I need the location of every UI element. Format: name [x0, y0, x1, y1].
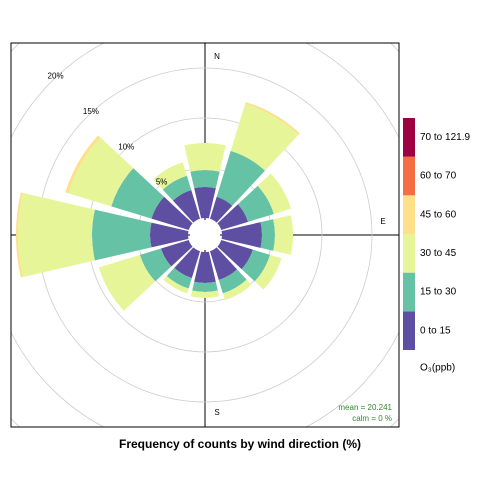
- legend-swatch: [403, 118, 415, 157]
- center-hole: [190, 220, 220, 250]
- petal-segment: [216, 150, 266, 206]
- petal-segment: [150, 222, 189, 248]
- chart-title: Frequency of counts by wind direction (%…: [119, 437, 361, 451]
- petal-segment: [222, 279, 252, 301]
- petal-segment: [92, 209, 152, 261]
- petal-segment: [221, 222, 262, 248]
- r-tick-label: 20%: [48, 72, 64, 81]
- petal-segment: [194, 187, 216, 219]
- legend-swatch: [403, 234, 415, 273]
- legend-title: O₃(ppb): [420, 363, 455, 374]
- legend-swatch: [403, 195, 415, 234]
- direction-label: S: [214, 408, 219, 417]
- petal-segment: [65, 135, 101, 194]
- petal-segment: [172, 190, 201, 223]
- petal-segment: [68, 137, 134, 207]
- petal-segment: [151, 196, 193, 231]
- legend-label: 0 to 15: [420, 325, 451, 336]
- petal-segment: [16, 192, 23, 278]
- r-tick-label: 25%: [12, 36, 28, 45]
- legend-label: 45 to 60: [420, 209, 457, 220]
- petal-segment: [163, 275, 189, 294]
- petal-segment: [257, 173, 292, 214]
- petal-segment: [192, 281, 218, 293]
- petal-segment: [209, 196, 233, 223]
- r-tick-label: 15%: [83, 107, 99, 116]
- petal-segment: [190, 290, 220, 299]
- direction-label: E: [380, 217, 385, 226]
- petal-segment: [98, 254, 156, 311]
- petal-segment: [254, 254, 282, 290]
- petal-segment: [166, 267, 192, 289]
- petal-segment: [218, 269, 247, 294]
- legend-swatch: [403, 311, 415, 350]
- legend-swatch: [403, 272, 415, 312]
- petal-segment: [153, 162, 187, 190]
- petal-segment: [184, 143, 226, 172]
- legend-label: 30 to 45: [420, 248, 457, 259]
- petal-segment: [17, 192, 95, 278]
- petal-segment: [217, 204, 249, 231]
- r-tick-label: 10%: [118, 142, 134, 151]
- petal-segment: [217, 239, 253, 270]
- petal-segment: [194, 251, 216, 284]
- petal-segment: [139, 248, 172, 282]
- petal-segment: [209, 247, 238, 280]
- petal-segment: [241, 249, 271, 282]
- petal-segment: [245, 102, 300, 135]
- legend-label: 60 to 70: [420, 171, 457, 182]
- petal-segment: [161, 239, 193, 267]
- petal-segment: [111, 168, 165, 219]
- legend-swatch: [403, 156, 415, 196]
- petal-segment: [190, 169, 220, 189]
- direction-label: N: [214, 52, 220, 61]
- plot-border: [10, 42, 400, 428]
- petal-segment: [273, 215, 294, 255]
- legend-label: 15 to 30: [420, 287, 457, 298]
- petal-segment: [230, 103, 299, 171]
- legend-label: 70 to 121.9: [420, 132, 470, 143]
- annotation: calm = 0 %: [352, 414, 392, 423]
- petal-segment: [260, 219, 275, 251]
- petal-segment: [162, 175, 192, 201]
- annotation: mean = 20.241: [338, 403, 392, 412]
- r-tick-label: 5%: [156, 178, 168, 187]
- petal-segment: [174, 247, 201, 279]
- petal-segment: [237, 185, 274, 222]
